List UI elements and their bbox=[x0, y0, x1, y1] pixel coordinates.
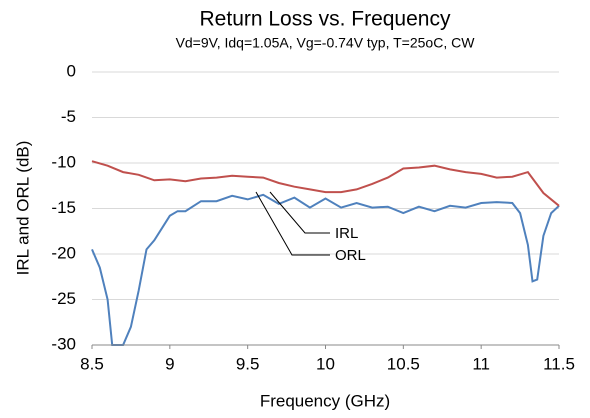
y-axis-label: IRL and ORL (dB) bbox=[13, 141, 32, 276]
y-tick-label: 0 bbox=[67, 61, 76, 80]
x-tick-label: 9 bbox=[165, 354, 174, 373]
series-line bbox=[91, 160, 560, 207]
x-axis-label: Frequency (GHz) bbox=[260, 391, 390, 410]
y-tick-label: -20 bbox=[51, 243, 76, 262]
x-tick-label: 11 bbox=[472, 354, 490, 373]
y-tick-label: -30 bbox=[51, 334, 76, 353]
chart-subtitle: Vd=9V, Idq=1.05A, Vg=-0.74V typ, T=25oC,… bbox=[176, 35, 476, 51]
x-tick-label: 10.5 bbox=[387, 354, 420, 373]
annotations: IRL ORL bbox=[255, 191, 366, 264]
annotation: ORL bbox=[335, 247, 366, 264]
leader-line bbox=[255, 191, 330, 256]
annotation: IRL bbox=[335, 225, 358, 242]
leader-line bbox=[269, 191, 330, 234]
series-line bbox=[91, 193, 560, 346]
y-tick-label: -5 bbox=[61, 107, 76, 126]
x-tick-label: 10 bbox=[316, 354, 335, 373]
y-tick-label: -25 bbox=[51, 289, 76, 308]
y-tick-label: -10 bbox=[51, 152, 76, 171]
x-tick-label: 8.5 bbox=[80, 354, 104, 373]
y-tick-label: -15 bbox=[51, 198, 76, 217]
chart-title: Return Loss vs. Frequency bbox=[200, 8, 451, 31]
x-tick-label: 11.5 bbox=[543, 354, 575, 373]
x-tick-label: 9.5 bbox=[236, 354, 260, 373]
